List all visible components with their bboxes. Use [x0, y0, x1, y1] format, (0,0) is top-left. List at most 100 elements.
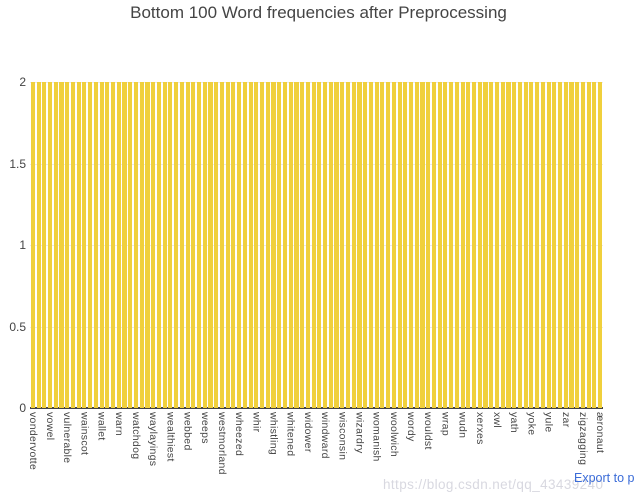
- bar: [122, 82, 127, 408]
- bar: [529, 82, 534, 408]
- plot-area[interactable]: [30, 82, 603, 409]
- x-tick-label: widower: [301, 412, 314, 453]
- bar: [162, 82, 167, 408]
- bar: [408, 82, 414, 408]
- x-tick-label: watchdog: [130, 412, 142, 460]
- x-tick-label: xwl: [490, 412, 503, 429]
- x-tick-label: woolwich: [387, 412, 400, 457]
- bar: [185, 82, 190, 408]
- bar: [580, 82, 585, 408]
- bar: [196, 82, 202, 408]
- bar: [311, 82, 316, 408]
- x-tick-label: warn: [112, 412, 125, 436]
- x-tick-label: wudn: [456, 412, 469, 439]
- bar: [454, 82, 459, 408]
- bar: [386, 82, 391, 408]
- bar: [231, 82, 236, 408]
- bar: [592, 82, 597, 408]
- x-tick-label: wouldst: [422, 412, 435, 450]
- bar: [225, 82, 230, 408]
- bar: [460, 82, 465, 408]
- bar: [557, 82, 563, 408]
- x-axis-line: [30, 407, 603, 409]
- bar: [380, 82, 385, 408]
- x-tick-label: wallet: [95, 412, 108, 441]
- bar: [540, 82, 545, 408]
- x-tick-label: windward: [319, 412, 332, 459]
- bar: [248, 82, 253, 408]
- bar: [47, 82, 53, 408]
- y-axis-tick-labels: 0 0.5 1 1.5 2: [0, 76, 26, 414]
- bar: [76, 82, 81, 408]
- bar: [42, 82, 47, 408]
- x-tick-label: whir: [250, 412, 263, 433]
- bar: [431, 82, 437, 408]
- bar: [340, 82, 345, 408]
- y-tick-label: 2: [19, 75, 26, 89]
- x-tick-label: webbed: [181, 412, 194, 451]
- x-tick-label: wainscot: [78, 412, 91, 456]
- x-tick-label: xerxes: [473, 412, 486, 445]
- bar: [70, 82, 76, 408]
- x-tick-label: womanish: [370, 412, 383, 462]
- gridline: [30, 326, 603, 328]
- bar: [489, 82, 494, 408]
- x-tick-label: wizardry: [353, 412, 366, 454]
- bar: [575, 82, 580, 408]
- bar: [145, 82, 150, 408]
- bar: [191, 82, 196, 408]
- bar: [500, 82, 505, 408]
- bar: [271, 82, 276, 408]
- bar: [53, 82, 58, 408]
- bar: [282, 82, 288, 408]
- bar: [168, 82, 173, 408]
- bar: [466, 82, 471, 408]
- bar: [517, 82, 522, 408]
- bar: [472, 82, 477, 408]
- bar: [494, 82, 500, 408]
- gridline: [30, 163, 603, 165]
- bar: [294, 82, 299, 408]
- x-tick-label: whitened: [284, 412, 297, 457]
- chart-title: Bottom 100 Word frequencies after Prepro…: [130, 3, 507, 22]
- gridline: [30, 245, 603, 246]
- bar: [65, 82, 70, 408]
- bar: [59, 82, 64, 408]
- bar: [128, 82, 133, 408]
- bar: [88, 82, 93, 408]
- bar: [139, 82, 144, 408]
- bar: [363, 82, 368, 408]
- bar: [300, 82, 305, 408]
- bar: [403, 82, 408, 408]
- bar: [254, 82, 259, 408]
- bar: [552, 82, 557, 408]
- y-tick-label: 1: [19, 238, 26, 252]
- bar: [277, 82, 282, 408]
- bar: [535, 82, 540, 408]
- export-link[interactable]: Export to p: [574, 471, 635, 485]
- bar: [374, 82, 379, 408]
- bar: [111, 82, 116, 408]
- x-tick-label: yule: [542, 412, 555, 433]
- y-tick-label: 0.5: [9, 319, 26, 334]
- bar: [237, 82, 242, 408]
- bar: [437, 82, 442, 408]
- bar: [368, 82, 373, 408]
- bar: [265, 82, 270, 408]
- bar: [598, 82, 603, 408]
- x-tick-label: westmorland: [215, 412, 228, 475]
- bar: [586, 82, 591, 408]
- x-tick-label: vowel: [44, 412, 57, 441]
- bar: [133, 82, 139, 408]
- bar: [93, 82, 98, 408]
- x-tick-label: wordy: [405, 412, 418, 442]
- watermark: https://blog.csdn.net/qq_43439240: [383, 477, 604, 492]
- bar: [414, 82, 419, 408]
- bar: [242, 82, 247, 408]
- gridline: [30, 82, 603, 83]
- x-tick-label: zar: [559, 412, 572, 428]
- bar: [174, 82, 179, 408]
- x-tick-label: weeps: [198, 412, 211, 444]
- x-tick-label: yoke: [525, 412, 538, 436]
- bar: [156, 82, 161, 408]
